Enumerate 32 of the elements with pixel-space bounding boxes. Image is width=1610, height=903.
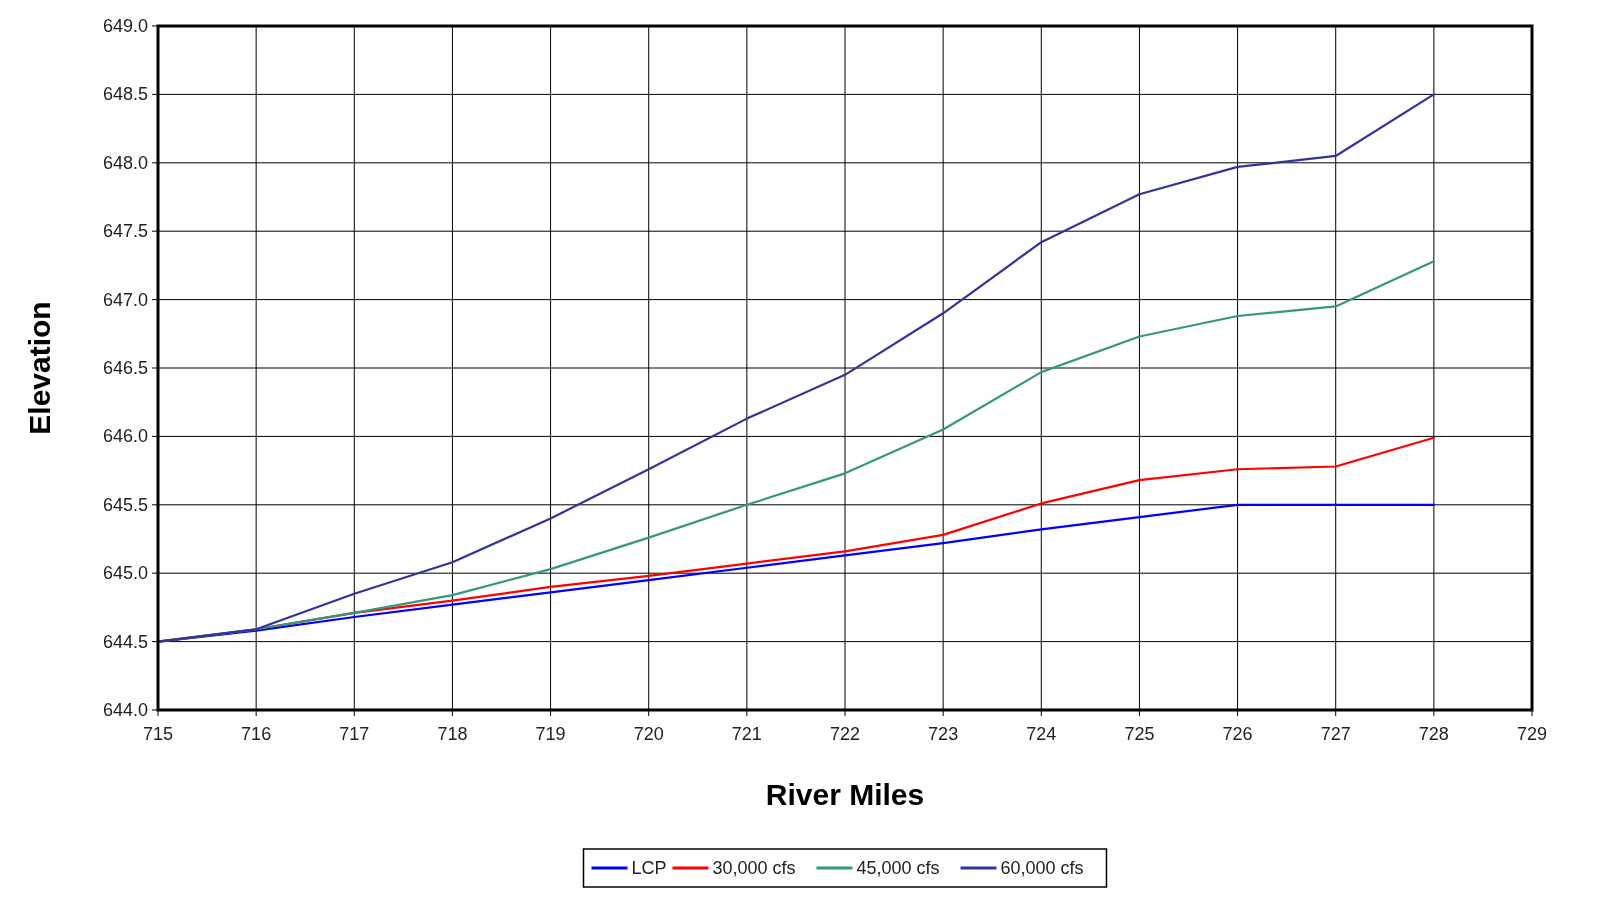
x-tick-label: 721 [731,724,762,744]
x-tick-label: 715 [142,724,174,744]
y-tick-label: 645.5 [102,494,148,515]
x-tick-label: 718 [437,724,468,744]
x-tick-label: 723 [928,724,959,744]
y-tick-label: 646.5 [102,358,148,378]
x-tick-label: 725 [1124,724,1155,744]
y-tick-label: 647.0 [102,289,148,310]
legend-label: LCP [631,858,667,878]
legend-label: 30,000 cfs [712,858,796,878]
y-axis-title: Elevation [23,301,56,435]
y-tick-label: 649.0 [102,16,148,36]
x-tick-label: 716 [241,724,272,744]
x-tick-label: 729 [1516,724,1548,744]
legend-label: 45,000 cfs [856,858,940,878]
x-tick-label: 722 [829,724,861,744]
x-tick-label: 726 [1222,724,1253,744]
x-axis-title: River Miles [765,778,925,811]
x-tick-label: 727 [1320,724,1351,744]
x-tick-label: 717 [339,724,370,744]
y-tick-label: 647.5 [102,221,148,242]
x-tick-label: 720 [633,724,664,744]
x-tick-label: 719 [535,724,566,744]
y-tick-label: 648.0 [102,152,148,173]
y-tick-label: 645.0 [102,563,148,584]
x-tick-label: 728 [1418,724,1449,744]
x-tick-label: 724 [1026,724,1057,744]
y-tick-label: 644.5 [102,631,148,652]
y-tick-label: 646.0 [102,426,148,447]
y-tick-label: 644.0 [102,700,148,720]
y-tick-label: 648.5 [102,84,148,105]
legend-label: 60,000 cfs [1000,858,1084,878]
